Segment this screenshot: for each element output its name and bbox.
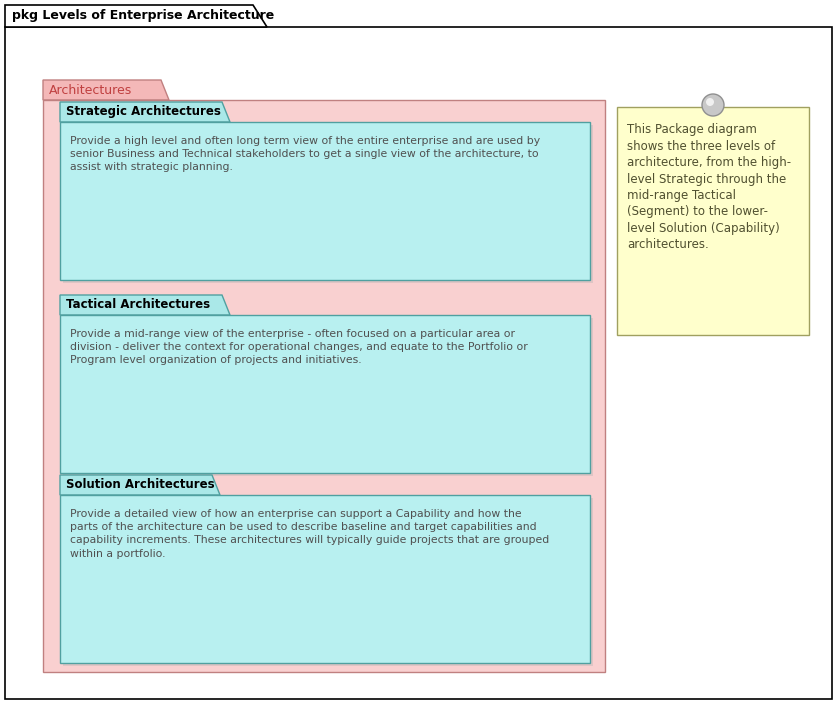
- Polygon shape: [60, 475, 220, 495]
- FancyBboxPatch shape: [60, 495, 589, 663]
- FancyBboxPatch shape: [616, 107, 808, 335]
- Circle shape: [705, 98, 713, 106]
- Text: Provide a mid-range view of the enterprise - often focused on a particular area : Provide a mid-range view of the enterpri…: [70, 329, 528, 366]
- Polygon shape: [5, 5, 267, 27]
- FancyBboxPatch shape: [60, 315, 589, 473]
- Polygon shape: [43, 80, 169, 100]
- Circle shape: [701, 94, 723, 116]
- Text: Architectures: Architectures: [49, 83, 132, 96]
- FancyBboxPatch shape: [63, 125, 592, 283]
- Text: Tactical Architectures: Tactical Architectures: [66, 298, 210, 312]
- Polygon shape: [60, 102, 230, 122]
- Text: Solution Architectures: Solution Architectures: [66, 479, 214, 491]
- FancyBboxPatch shape: [60, 122, 589, 280]
- Text: Provide a high level and often long term view of the entire enterprise and are u: Provide a high level and often long term…: [70, 136, 539, 173]
- Polygon shape: [60, 295, 230, 315]
- Text: This Package diagram
shows the three levels of
architecture, from the high-
leve: This Package diagram shows the three lev…: [626, 123, 790, 252]
- Text: Strategic Architectures: Strategic Architectures: [66, 105, 221, 119]
- FancyBboxPatch shape: [63, 498, 592, 666]
- FancyBboxPatch shape: [43, 100, 604, 672]
- FancyBboxPatch shape: [63, 318, 592, 476]
- Text: pkg Levels of Enterprise Architecture: pkg Levels of Enterprise Architecture: [12, 9, 274, 23]
- FancyBboxPatch shape: [5, 27, 831, 699]
- Text: Provide a detailed view of how an enterprise can support a Capability and how th: Provide a detailed view of how an enterp…: [70, 509, 548, 559]
